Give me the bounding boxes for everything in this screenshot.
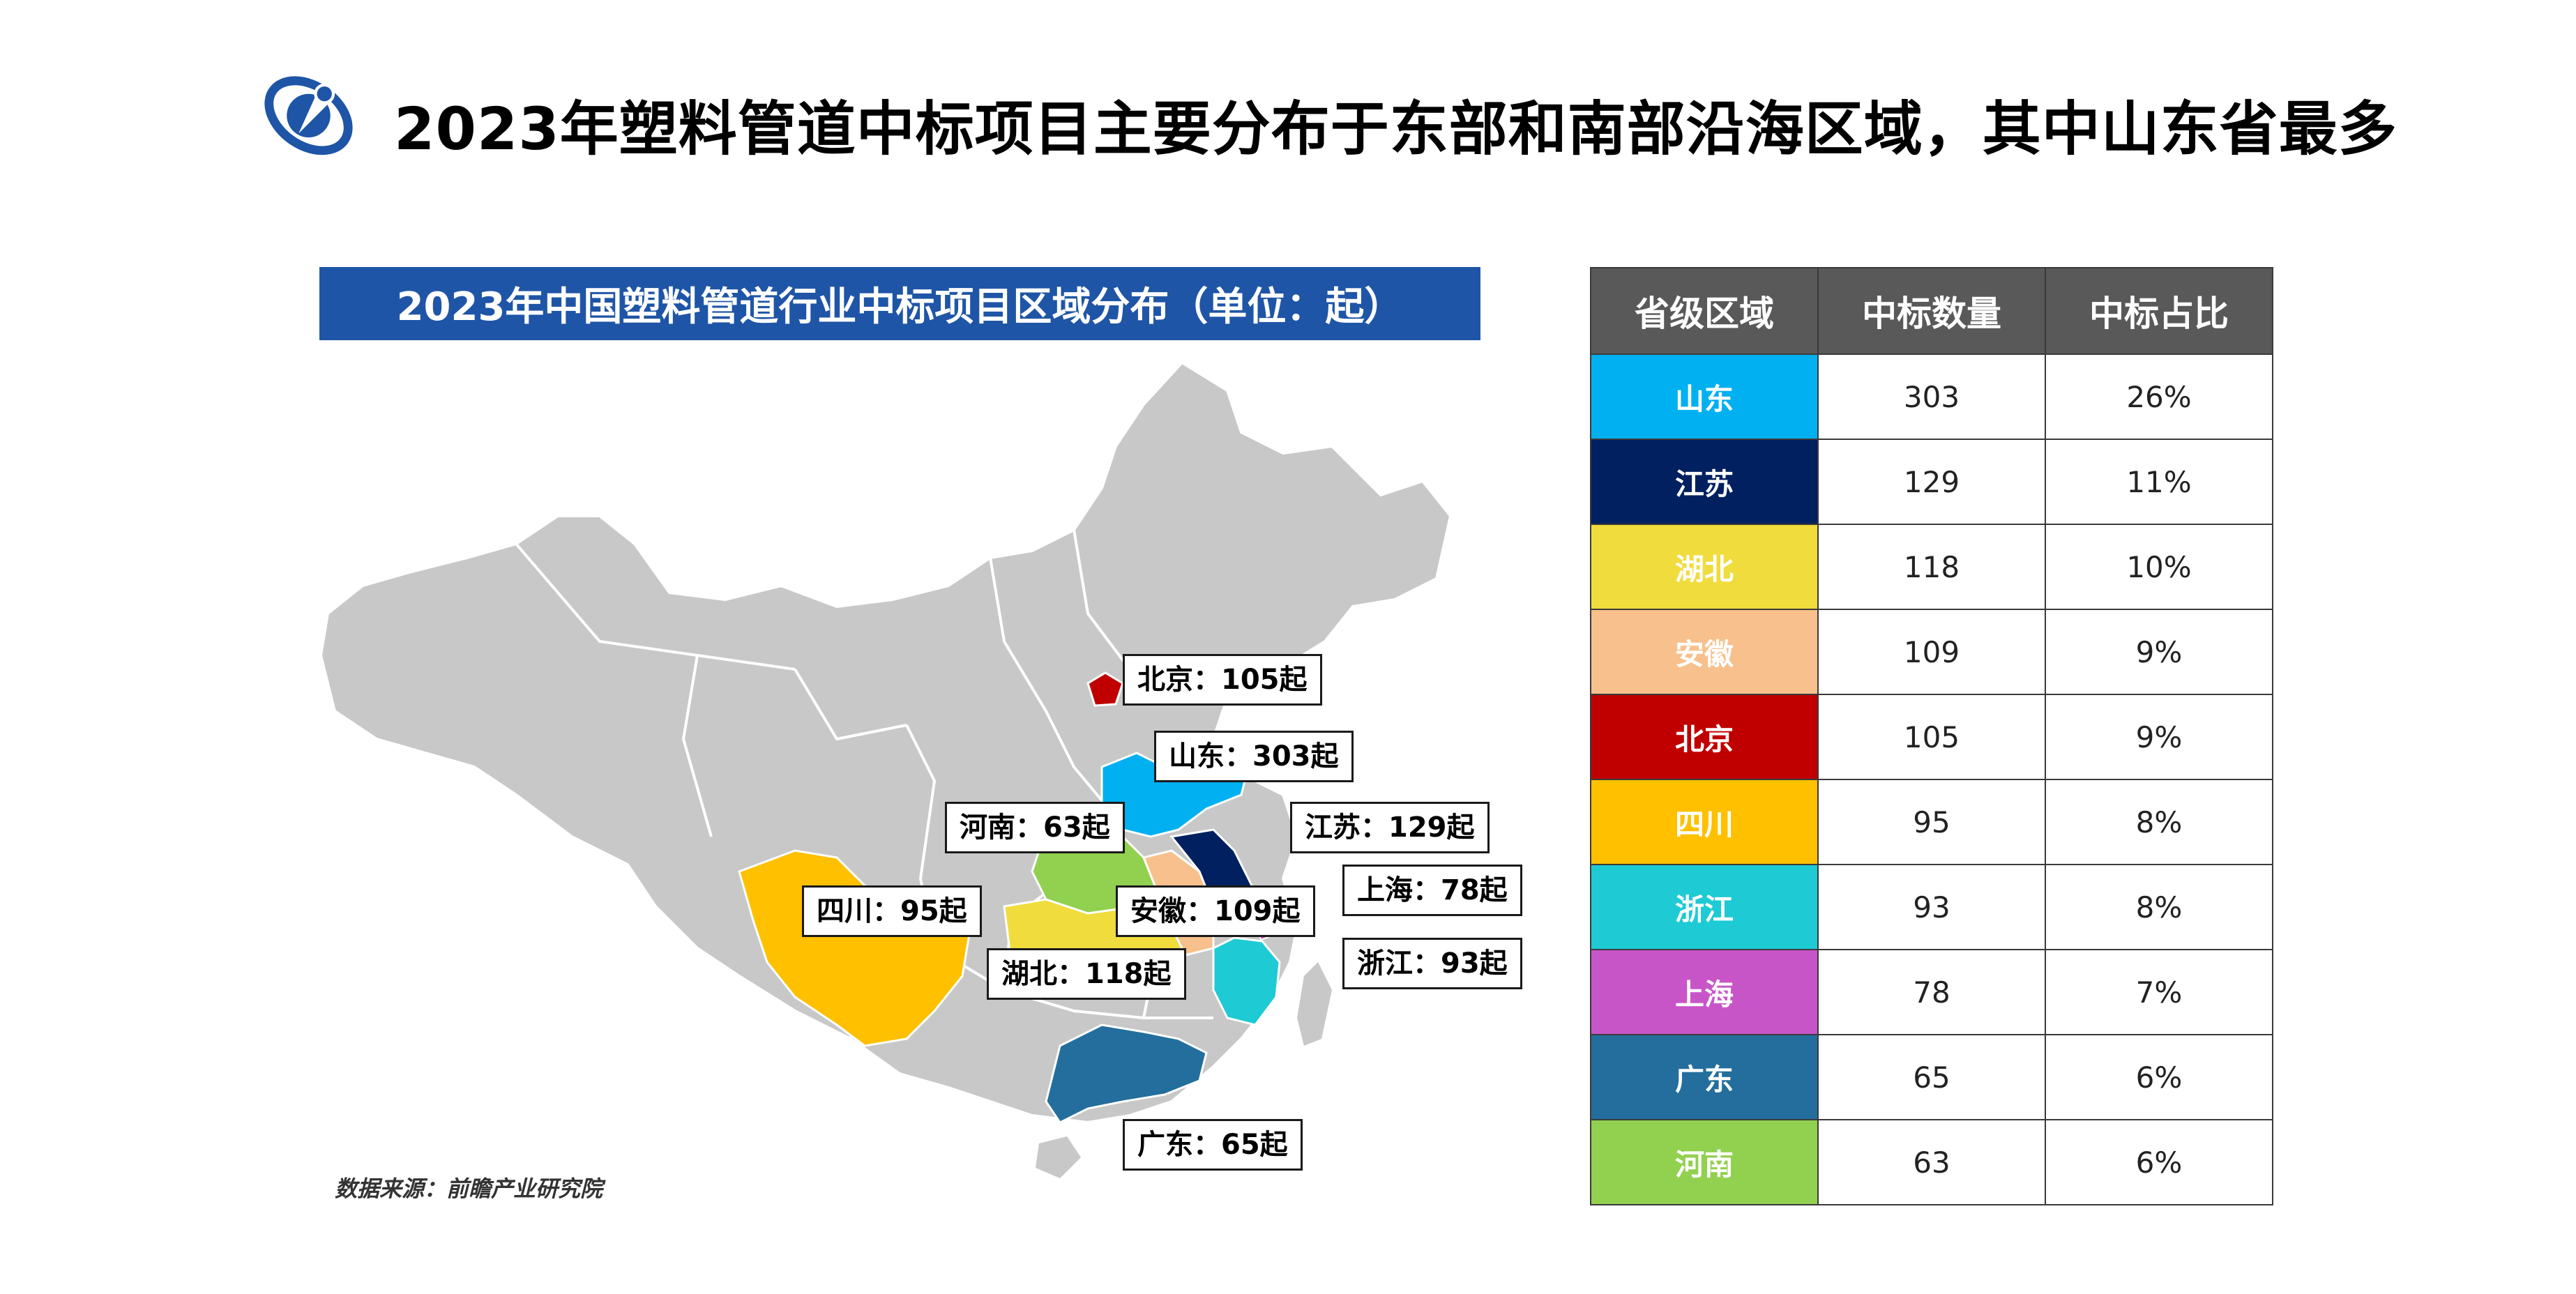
count-cell: 129 [1817, 439, 2046, 525]
header-share: 中标占比 [2045, 267, 2273, 355]
china-map [319, 360, 1453, 1178]
label-henan: 河南：63起 [945, 802, 1125, 853]
label-sichuan: 四川：95起 [802, 885, 982, 937]
province-guangdong [1045, 1023, 1208, 1124]
header-province: 省级区域 [1590, 267, 1819, 355]
province-cell: 四川 [1590, 779, 1819, 865]
count-cell: 93 [1817, 864, 2046, 950]
share-cell: 26% [2045, 353, 2273, 440]
province-cell: 江苏 [1590, 439, 1819, 525]
table-row: 上海 78 7% [1590, 949, 2273, 1035]
header-count: 中标数量 [1817, 267, 2046, 355]
table-row: 江苏 129 11% [1590, 439, 2273, 525]
table-row: 安徽 109 9% [1590, 609, 2273, 695]
page-headline: 2023年塑料管道中标项目主要分布于东部和南部沿海区域，其中山东省最多 [394, 95, 2397, 163]
count-cell: 78 [1817, 949, 2046, 1035]
share-cell: 7% [2045, 949, 2273, 1035]
province-zhejiang [1212, 936, 1281, 1026]
hainan-island [1036, 1136, 1081, 1178]
count-cell: 95 [1817, 779, 2046, 865]
label-shanghai: 上海：78起 [1342, 865, 1522, 916]
province-beijing [1086, 671, 1124, 707]
province-cell: 广东 [1590, 1034, 1819, 1120]
province-cell: 河南 [1590, 1119, 1819, 1205]
province-cell: 浙江 [1590, 864, 1819, 950]
label-beijing: 北京：105起 [1123, 654, 1322, 706]
province-cell: 山东 [1590, 353, 1819, 440]
table-row: 湖北 118 10% [1590, 524, 2273, 610]
count-cell: 109 [1817, 609, 2046, 695]
share-cell: 6% [2045, 1034, 2273, 1120]
province-sichuan [738, 849, 971, 1047]
company-logo [264, 76, 353, 155]
province-cell: 上海 [1590, 949, 1819, 1035]
province-cell: 安徽 [1590, 609, 1819, 695]
table-row: 浙江 93 8% [1590, 864, 2273, 950]
count-cell: 63 [1817, 1119, 2046, 1205]
province-stats-table: 省级区域 中标数量 中标占比 山东 303 26% 江苏 129 11% 湖北 … [1590, 267, 2273, 1205]
share-cell: 11% [2045, 439, 2273, 525]
table-header-row: 省级区域 中标数量 中标占比 [1590, 267, 2273, 355]
share-cell: 9% [2045, 694, 2273, 780]
table-row: 四川 95 8% [1590, 779, 2273, 865]
label-guangdong: 广东：65起 [1123, 1119, 1303, 1171]
count-cell: 105 [1817, 694, 2046, 780]
province-cell: 湖北 [1590, 524, 1819, 610]
label-hubei: 湖北：118起 [987, 948, 1186, 1000]
share-cell: 9% [2045, 609, 2273, 695]
label-shandong: 山东：303起 [1154, 731, 1354, 782]
province-cell: 北京 [1590, 694, 1819, 780]
table-row: 河南 63 6% [1590, 1119, 2273, 1205]
label-jiangsu: 江苏：129起 [1290, 802, 1490, 853]
table-row: 山东 303 26% [1590, 353, 2273, 440]
taiwan-island [1297, 962, 1332, 1046]
label-anhui: 安徽：109起 [1116, 885, 1315, 937]
count-cell: 303 [1817, 353, 2046, 440]
count-cell: 65 [1817, 1034, 2046, 1120]
data-source-note: 数据来源：前瞻产业研究院 [335, 1175, 603, 1202]
label-zhejiang: 浙江：93起 [1342, 938, 1522, 989]
share-cell: 8% [2045, 864, 2273, 950]
table-row: 广东 65 6% [1590, 1034, 2273, 1120]
share-cell: 10% [2045, 524, 2273, 610]
share-cell: 6% [2045, 1119, 2273, 1205]
map-title: 2023年中国塑料管道行业中标项目区域分布（单位：起） [319, 267, 1480, 340]
count-cell: 118 [1817, 524, 2046, 610]
share-cell: 8% [2045, 779, 2273, 865]
table-row: 北京 105 9% [1590, 694, 2273, 780]
